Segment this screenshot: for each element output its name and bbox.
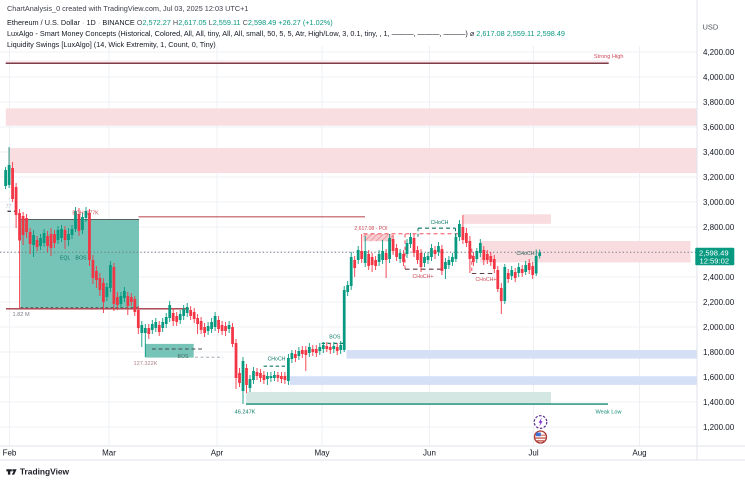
svg-text:BOS: BOS	[75, 256, 87, 262]
svg-text:2,800.00: 2,800.00	[703, 223, 735, 232]
svg-text:CHoCH: CHoCH	[431, 220, 449, 226]
svg-text:CHoCH+: CHoCH+	[413, 274, 434, 280]
svg-text:Ethereum / U.S. Dollar · 1D ·: Ethereum / U.S. Dollar · 1D · BINANCE O2…	[7, 18, 333, 27]
svg-text:Mar: Mar	[102, 449, 116, 458]
svg-text:Feb: Feb	[3, 449, 17, 458]
svg-text:127.322K: 127.322K	[134, 361, 158, 367]
svg-text:Liquidity Swings [LuxAlgo] (14: Liquidity Swings [LuxAlgo] (14, Wick Ext…	[7, 40, 216, 49]
svg-text:ChartAnalysis_0 created with T: ChartAnalysis_0 created with TradingView…	[7, 4, 248, 13]
svg-text:EQH: 277K: EQH: 277K	[72, 210, 99, 216]
svg-text:77: 77	[6, 204, 12, 210]
svg-text:3,800.00: 3,800.00	[703, 98, 735, 107]
svg-text:BOS: BOS	[329, 334, 341, 340]
svg-text:4,200.00: 4,200.00	[703, 48, 735, 57]
svg-text:Strong High: Strong High	[594, 54, 624, 60]
svg-text:CHoCH: CHoCH	[268, 357, 286, 363]
svg-text:BOS: BOS	[178, 354, 189, 360]
svg-text:Aug: Aug	[632, 449, 646, 458]
svg-text:1.82 M: 1.82 M	[13, 312, 30, 318]
svg-text:Weak Low: Weak Low	[595, 409, 622, 415]
svg-text:2,400.00: 2,400.00	[703, 273, 735, 282]
svg-text:3,600.00: 3,600.00	[703, 123, 735, 132]
svg-text:USD: USD	[703, 23, 719, 32]
svg-text:2,200.00: 2,200.00	[703, 298, 735, 307]
svg-text:1,200.00: 1,200.00	[703, 423, 735, 432]
svg-text:TradingView: TradingView	[20, 466, 70, 476]
svg-text:2,617.08 - POI: 2,617.08 - POI	[354, 226, 387, 232]
svg-text:1,600.00: 1,600.00	[703, 373, 735, 382]
svg-text:EQL: EQL	[60, 256, 71, 262]
svg-text:46.247K: 46.247K	[235, 410, 256, 416]
svg-text:2,598.49: 2,598.49	[699, 248, 729, 257]
svg-text:2,000.00: 2,000.00	[703, 323, 735, 332]
svg-text:3,400.00: 3,400.00	[703, 148, 735, 157]
svg-text:CHoCH+: CHoCH+	[476, 277, 497, 283]
svg-text:1,400.00: 1,400.00	[703, 398, 735, 407]
svg-text:12:59:02: 12:59:02	[700, 256, 730, 265]
svg-text:Jun: Jun	[423, 449, 436, 458]
svg-text:May: May	[314, 449, 329, 458]
svg-text:Apr: Apr	[211, 449, 224, 458]
svg-text:3,200.00: 3,200.00	[703, 173, 735, 182]
svg-text:4,000.00: 4,000.00	[703, 73, 735, 82]
svg-text:1,800.00: 1,800.00	[703, 348, 735, 357]
svg-text:Jul: Jul	[528, 449, 538, 458]
svg-text:CHoCH: CHoCH	[516, 251, 534, 257]
svg-text:LuxAlgo - Smart Money Concepts: LuxAlgo - Smart Money Concepts (Historic…	[7, 29, 565, 38]
svg-text:3,000.00: 3,000.00	[703, 198, 735, 207]
